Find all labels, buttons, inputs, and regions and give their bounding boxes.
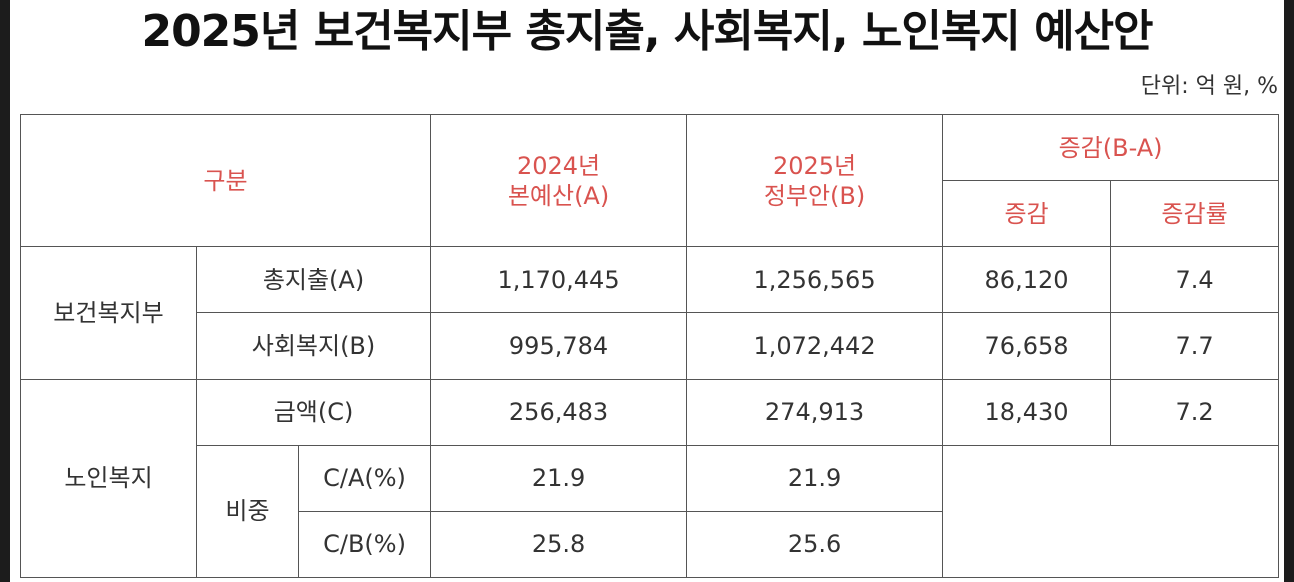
header-category: 구분	[19, 113, 432, 248]
table-row: C/B(%) 25.8 25.6	[21, 510, 1279, 579]
cell-2025: 21.9	[686, 444, 944, 512]
table-row: 비중 C/A(%) 21.9 21.9	[21, 444, 1280, 579]
cell-2025: 1,256,565	[686, 246, 944, 314]
header-2024-label: 본예산(A)	[507, 181, 610, 210]
table-row: 노인복지 금액(C) 256,483 274,913 18,430 7.2	[20, 378, 1280, 579]
row-label: C/A(%)	[297, 444, 432, 512]
cell-change: 18,430	[942, 378, 1112, 446]
unit-note: 단위: 억 원, %	[1140, 74, 1278, 99]
cell-2024: 1,170,445	[430, 246, 688, 314]
cell-rate: 7.7	[1110, 312, 1280, 380]
row-label: 총지출(A)	[195, 246, 432, 314]
infographic: 2025년 보건복지부 총지출, 사회복지, 노인복지 예산안 단위: 억 원,…	[10, 0, 1284, 582]
cell-rate: 7.2	[1110, 378, 1280, 446]
cell-2025: 274,913	[686, 378, 944, 446]
cell-2024: 256,483	[430, 378, 688, 446]
cell-change: 76,658	[942, 312, 1112, 380]
row-label: C/B(%)	[297, 510, 432, 579]
header-row-2: 증감 증감률	[21, 180, 1280, 248]
cell-change: 86,120	[942, 246, 1112, 314]
cell-2024: 995,784	[430, 312, 688, 380]
group-share: 비중	[196, 444, 299, 579]
row-label: 금액(C)	[195, 378, 432, 446]
cell-rate: 7.4	[1110, 246, 1280, 314]
cell-2024: 25.8	[430, 510, 688, 579]
cell-2025: 25.6	[686, 510, 944, 579]
group-elderly: 노인복지	[20, 378, 197, 579]
cell-2025: 1,072,442	[686, 312, 944, 380]
cell-2024: 21.9	[430, 444, 688, 512]
empty-cell	[942, 444, 1280, 579]
header-2024-year: 2024년	[516, 151, 601, 180]
header-2025-year: 2025년	[772, 151, 857, 180]
header-2024: 2024년 본예산(A)	[430, 113, 688, 248]
table-row: 보건복지부 총지출(A) 1,170,445 1,256,565 86,120 …	[20, 246, 1280, 380]
table-row: 사회복지(B) 995,784 1,072,442 76,658 7.7	[21, 312, 1280, 380]
header-change: 증감	[942, 180, 1112, 248]
group-mohw: 보건복지부	[20, 246, 197, 380]
budget-table: 구분 2024년 본예산(A) 2025년 정부안(B) 증감(B-A) 증감 …	[19, 113, 1280, 579]
page-title: 2025년 보건복지부 총지출, 사회복지, 노인복지 예산안	[141, 6, 1153, 57]
header-2025-label: 정부안(B)	[763, 181, 866, 210]
row-label: 사회복지(B)	[195, 312, 432, 380]
header-change-rate: 증감률	[1110, 180, 1280, 248]
header-row-1: 구분 2024년 본예산(A) 2025년 정부안(B) 증감(B-A)	[19, 113, 1280, 248]
header-change-group: 증감(B-A)	[942, 113, 1280, 182]
header-2025: 2025년 정부안(B)	[686, 113, 944, 248]
